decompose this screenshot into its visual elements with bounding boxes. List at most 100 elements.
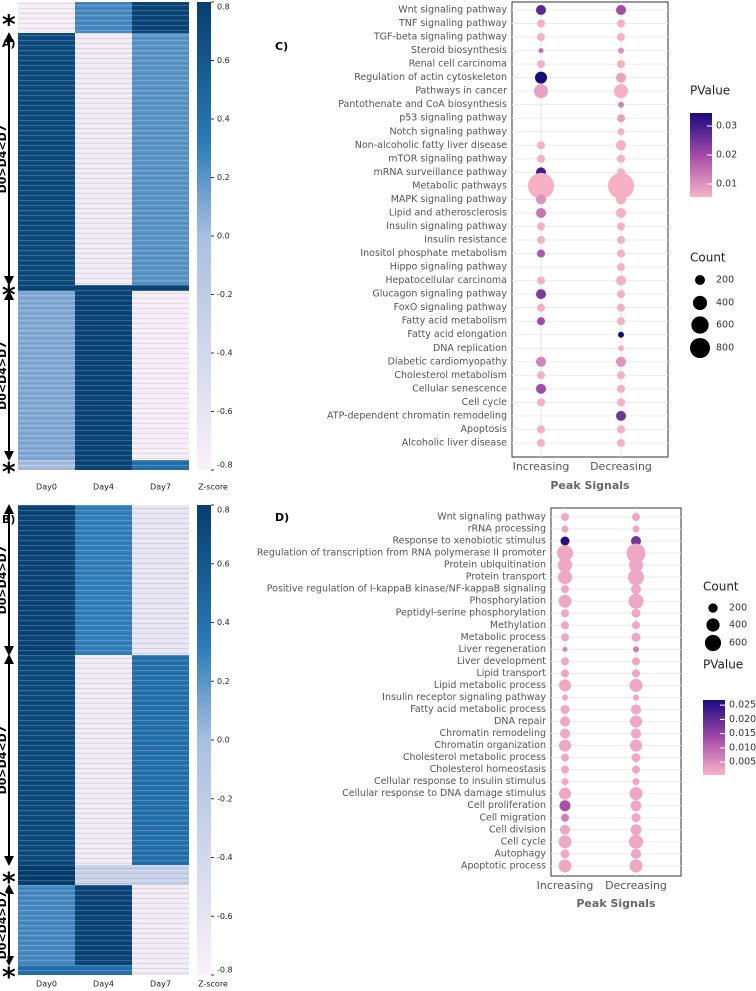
dot <box>630 704 642 715</box>
dot <box>536 371 546 380</box>
term-label: MAPK signaling pathway <box>391 194 508 205</box>
dot <box>558 787 572 800</box>
term-label: Steroid biosynthesis <box>411 45 507 56</box>
term-label: Autophagy <box>494 848 546 859</box>
dot <box>558 594 572 608</box>
dot <box>533 84 549 99</box>
term-label: Lipid and atherosclerosis <box>389 207 507 218</box>
dot <box>615 275 627 286</box>
dot <box>559 800 571 812</box>
term-label: Cell cycle <box>501 836 546 847</box>
size-legend-dot <box>704 634 722 652</box>
term-label: Hepatocellular carcinoma <box>385 275 507 286</box>
dot <box>616 33 626 42</box>
term-label: Cell proliferation <box>467 800 546 811</box>
dot <box>630 536 642 547</box>
dot <box>559 728 571 739</box>
cluster-label: D0>D4<D7 <box>0 125 9 194</box>
term-label: Fatty acid metabolic process <box>410 704 546 715</box>
size-legend-dot <box>706 618 720 632</box>
stripe-texture <box>18 2 189 33</box>
color-legend-bar <box>690 113 712 197</box>
x-tick-label: Decreasing <box>590 460 652 473</box>
term-label: Liver development <box>457 656 546 667</box>
dot <box>616 222 626 231</box>
dot <box>629 859 643 873</box>
stripe-texture <box>18 865 189 885</box>
dot <box>558 859 572 873</box>
term-label: Cellular response to insulin stimulus <box>374 776 546 787</box>
column-label: Day7 <box>150 483 171 492</box>
dot <box>615 194 627 205</box>
dot <box>613 84 629 99</box>
dot <box>630 848 642 859</box>
x-axis-title: Peak Signals <box>576 897 656 910</box>
heatmap-panel: B)D0>D4>D7D0>D4<D7*D0<D4>D7*Day0Day4Day7… <box>0 504 233 991</box>
dot <box>632 646 640 653</box>
color-legend-label: 0.02 <box>716 150 737 161</box>
color-legend-label: 0.010 <box>729 742 756 753</box>
term-label: Wnt signaling pathway <box>398 5 507 16</box>
dot <box>534 71 548 84</box>
colorbar-tick-label: 0.6 <box>217 56 230 65</box>
dot <box>616 438 626 447</box>
column-label: Day0 <box>36 483 57 492</box>
term-label: Fatty acid elongation <box>407 329 507 340</box>
size-legend-dot <box>708 603 718 613</box>
term-label: mRNA surveillance pathway <box>374 167 508 178</box>
dot <box>615 207 627 218</box>
dot <box>536 249 546 258</box>
term-label: Lipid metabolic process <box>434 680 546 691</box>
dot <box>631 608 641 618</box>
dot <box>535 356 547 367</box>
dot <box>629 787 643 801</box>
colorbar-tick-label: -0.8 <box>217 461 233 470</box>
color-legend-bar <box>703 700 725 775</box>
colorbar-tick-label: 0.4 <box>217 115 230 124</box>
dot <box>616 19 626 28</box>
term-label: p53 signaling pathway <box>399 113 507 124</box>
term-label: Methylation <box>490 620 546 631</box>
dot <box>616 384 626 393</box>
dot <box>536 276 546 285</box>
colorbar <box>197 2 211 470</box>
dot <box>560 704 570 714</box>
term-label: Metabolic pathways <box>412 180 507 191</box>
dot <box>630 584 642 595</box>
stripe-texture <box>18 33 189 285</box>
dot <box>560 609 570 618</box>
dot <box>560 753 570 762</box>
dot <box>615 4 627 16</box>
term-label: FoxO signaling pathway <box>394 302 508 313</box>
term-label: Inositol phosphate metabolism <box>360 248 507 259</box>
x-tick-label: Decreasing <box>605 879 667 892</box>
dot <box>631 813 641 823</box>
color-legend-label: 0.020 <box>729 714 756 725</box>
dot <box>560 512 570 522</box>
term-label: Cell cycle <box>462 397 507 408</box>
cluster-marker: * <box>2 458 16 488</box>
dot <box>629 715 643 728</box>
dot <box>536 317 546 326</box>
dot <box>560 813 570 822</box>
stripe-texture <box>18 291 189 460</box>
term-label: Metabolic process <box>461 632 547 643</box>
legend-title: PValue <box>690 84 730 98</box>
term-label: Chromatin organization <box>434 740 546 751</box>
dot <box>630 800 642 812</box>
color-legend-label: 0.03 <box>716 121 737 132</box>
dot <box>535 194 547 205</box>
dot <box>560 633 570 642</box>
panel-label: C) <box>275 40 288 53</box>
color-legend-label: 0.005 <box>729 757 756 768</box>
dot <box>615 72 627 83</box>
colorbar-tick-label: 0.0 <box>217 232 230 241</box>
term-label: Notch signaling pathway <box>389 126 507 137</box>
dot <box>617 345 625 352</box>
dot <box>630 728 642 739</box>
dot <box>616 398 626 407</box>
dot <box>616 371 626 380</box>
dot <box>630 824 642 836</box>
dot <box>631 512 641 522</box>
colorbar-tick-label: -0.2 <box>217 794 233 803</box>
